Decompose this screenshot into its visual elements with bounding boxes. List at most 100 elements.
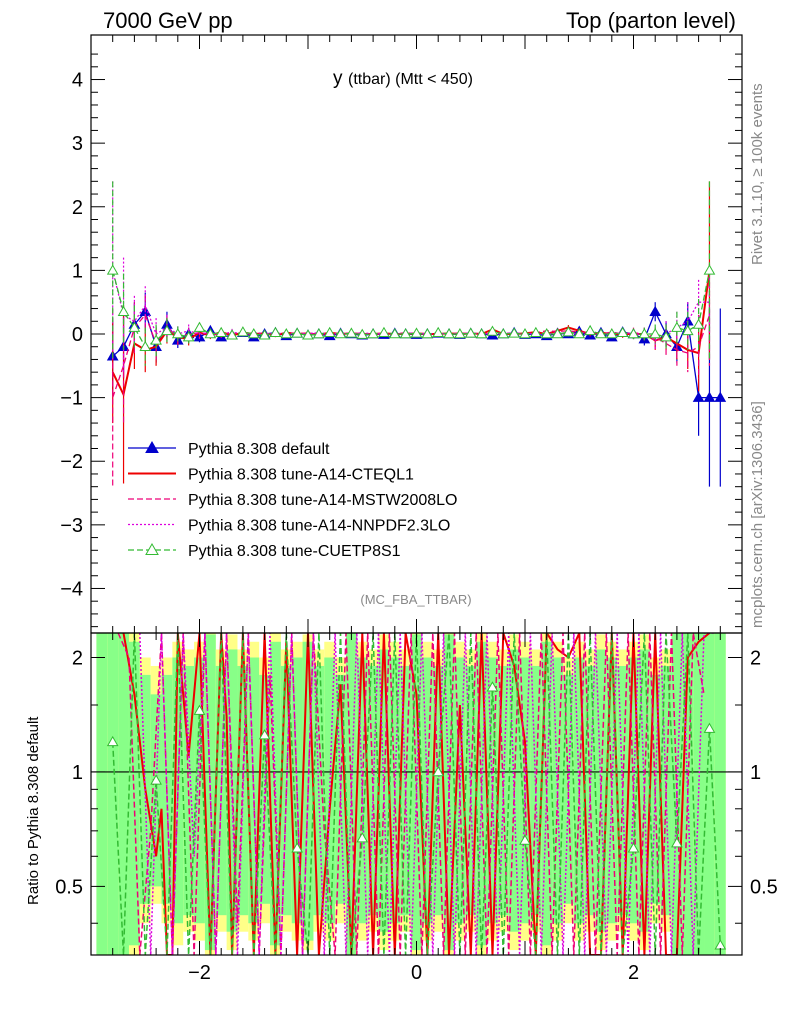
ratio-data-point (258, 729, 271, 740)
main-y-tick-label: −3 (60, 515, 83, 537)
band-green (313, 665, 325, 916)
ratio-y-tick-label-right: 0.5 (750, 876, 778, 898)
band-green (714, 633, 726, 955)
data-point (150, 334, 162, 345)
analysis-tag: (MC_FBA_TTBAR) (360, 592, 471, 607)
data-point (258, 329, 271, 340)
data-point (171, 327, 184, 339)
ratio-x-tick-label: −2 (188, 962, 211, 984)
main-y-tick-label: 2 (72, 197, 83, 219)
legend-label: Pythia 8.308 tune-CUETP8S1 (188, 543, 401, 560)
series-4 (106, 181, 716, 366)
data-point (291, 327, 304, 338)
data-point (714, 391, 727, 402)
data-point (671, 321, 683, 332)
plot-title-sub: (ttbar) (Mtt < 450) (348, 71, 473, 88)
data-point (193, 321, 206, 332)
legend-label: Pythia 8.308 default (188, 441, 330, 458)
data-point (638, 327, 651, 339)
main-y-tick-label: −2 (60, 451, 83, 473)
legend-label: Pythia 8.308 tune-A14-CTEQL1 (188, 467, 414, 484)
data-point (410, 327, 423, 338)
band-green (204, 634, 216, 951)
data-point (106, 264, 119, 275)
main-y-tick-label: 0 (72, 324, 83, 346)
ratio-data-point (519, 834, 531, 845)
data-point (540, 327, 553, 339)
ratio-series-2 (139, 633, 715, 955)
data-point (529, 326, 542, 337)
axes: −4 −3 −2 −1 0 1 2 3 4 −2 0 2 0.5 0.5 1 1 2 2 (55, 35, 778, 984)
side-label-rivet: Rivet 3.1.10, ≥ 100k events (749, 83, 766, 265)
data-point (616, 326, 629, 337)
band-green (454, 657, 466, 924)
data-point (182, 331, 195, 342)
data-point (117, 305, 130, 316)
data-point (226, 329, 238, 340)
data-point (519, 327, 531, 339)
data-point (421, 327, 434, 339)
ratio-data-point (291, 842, 304, 853)
data-point (595, 327, 607, 339)
ratio-y-tick-label-right: 1 (750, 762, 761, 784)
band-green (96, 633, 108, 955)
ratio-y-tick-label-left: 0.5 (55, 876, 83, 898)
ratio-data-point (432, 765, 445, 777)
main-y-tick-label: 4 (72, 70, 83, 92)
data-point (399, 327, 412, 339)
ratio-data-point (703, 722, 716, 733)
data-point (454, 327, 466, 339)
band-green (704, 633, 715, 955)
data-point (627, 327, 640, 339)
ratio-data-point (356, 832, 369, 843)
ratio-data-point (106, 735, 119, 747)
data-point (660, 331, 672, 342)
ratio-series-line (111, 633, 722, 955)
ratio-y-label: Ratio to Pythia 8.308 default (25, 716, 42, 905)
data-point (432, 326, 445, 337)
data-point (497, 327, 510, 339)
main-y-tick-label: 3 (72, 133, 83, 155)
data-point (649, 327, 662, 339)
band-green (248, 657, 260, 924)
data-point (508, 327, 521, 338)
ratio-data-point (671, 837, 683, 848)
legend-label: Pythia 8.308 tune-A14-MSTW2008LO (188, 492, 457, 509)
data-point (161, 324, 173, 336)
ratio-y-tick-label-left: 2 (72, 648, 83, 670)
data-point (128, 321, 141, 332)
data-point (443, 327, 455, 339)
ratio-data-point (486, 681, 499, 692)
ratio-series-3 (106, 633, 727, 955)
data-point (692, 318, 705, 329)
legend: Pythia 8.308 default Pythia 8.308 tune-A1… (128, 440, 457, 560)
band-green (693, 633, 705, 955)
header-right: Top (parton level) (566, 8, 736, 33)
data-point (247, 327, 260, 339)
series-line (112, 310, 721, 399)
data-point (139, 340, 152, 351)
data-point (605, 327, 618, 339)
band-green (107, 633, 119, 955)
series-3 (112, 181, 711, 373)
ratio-series-line (139, 633, 715, 955)
data-point (681, 324, 694, 336)
ratio-x-tick-label: 2 (628, 962, 639, 984)
data-point (345, 327, 358, 338)
band-green (552, 657, 563, 924)
data-point (551, 327, 564, 339)
band-green (476, 641, 488, 946)
data-point (464, 327, 477, 338)
ratio-y-tick-label-right: 2 (750, 648, 761, 670)
main-y-tick-label: −1 (60, 388, 83, 410)
data-point (280, 327, 293, 339)
band-green (118, 633, 129, 955)
data-point (692, 391, 705, 402)
main-y-tick-label: 1 (72, 260, 83, 282)
data-point (312, 327, 325, 339)
legend-marker (145, 440, 159, 453)
ratio-data-point (627, 842, 640, 853)
data-point (573, 327, 586, 339)
data-point (367, 327, 379, 339)
data-point (388, 327, 401, 339)
